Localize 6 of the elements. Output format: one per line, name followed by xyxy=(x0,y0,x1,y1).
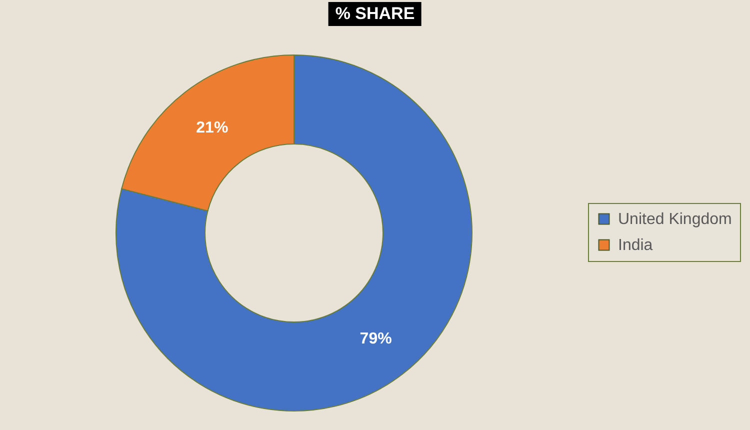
donut-slice xyxy=(116,54,472,412)
data-label: 79% xyxy=(360,330,392,348)
legend-label: United Kingdom xyxy=(618,211,732,228)
chart-title: % SHARE xyxy=(328,2,422,26)
legend-label: India xyxy=(618,237,653,254)
data-label: 21% xyxy=(196,120,228,137)
